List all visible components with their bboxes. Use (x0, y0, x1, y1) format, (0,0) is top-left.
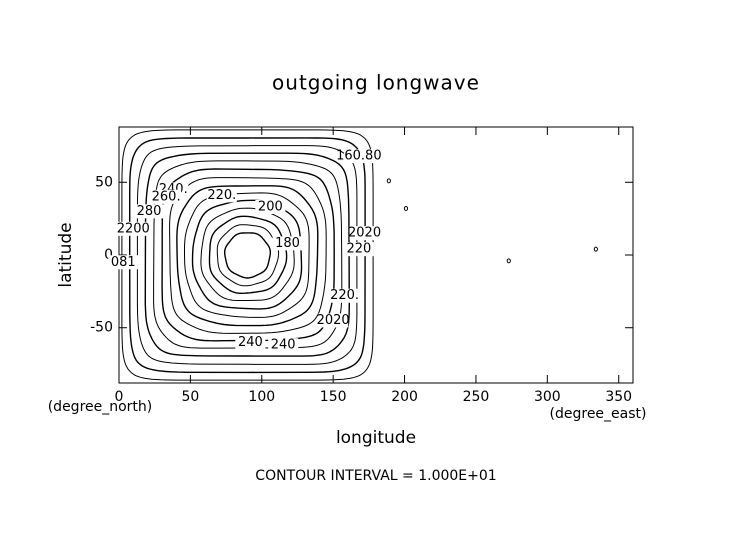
y-axis-label: latitude (56, 222, 76, 287)
contour-label: 220 (346, 242, 371, 257)
contour-label-bg (206, 188, 237, 203)
x-axis-label: longitude (336, 428, 416, 448)
contour-line (129, 137, 366, 374)
small-contour (386, 178, 391, 184)
x-tick-label: 300 (534, 389, 561, 405)
contour-line (208, 215, 288, 294)
contour-label-bg (343, 242, 374, 257)
contour-line (176, 185, 319, 327)
contour-label-bg (349, 226, 380, 241)
contour-label: 2200 (117, 221, 150, 236)
contour-label-bg (151, 189, 182, 204)
contour-label-bg (255, 200, 286, 214)
contour-label: 240 (271, 338, 296, 353)
y-tick-label: 0 (104, 247, 113, 263)
contour-label: 260. (152, 189, 181, 204)
chart-title: outgoing longwave (272, 71, 480, 95)
contour-label: 180 (275, 236, 300, 251)
contour-line (224, 232, 271, 279)
contour-line (144, 152, 351, 357)
small-contour (593, 246, 598, 252)
contour-line (161, 168, 335, 342)
contour-label: 2020 (348, 226, 381, 241)
small-contour (403, 205, 409, 211)
contour-label: 200 (258, 200, 283, 215)
y-tick-label: 50 (95, 174, 113, 190)
contour-label-bg (343, 149, 374, 164)
contour-label-bg (118, 221, 149, 236)
contour-label: 240 (238, 335, 263, 350)
contour-line (136, 145, 358, 365)
y-unit: (degree_north) (48, 399, 153, 415)
contour-line (153, 160, 343, 349)
x-unit: (degree_east) (550, 406, 647, 422)
x-tick-label: 350 (605, 389, 632, 405)
x-tick-label: 200 (391, 389, 418, 405)
contour-label-bg (318, 313, 349, 328)
contour-line (169, 177, 327, 334)
contour-label-bg (329, 288, 360, 303)
x-tick-label: 250 (463, 389, 490, 405)
contour-label: 220. (330, 288, 359, 303)
footer: CONTOUR INTERVAL = 1.000E+01 (255, 468, 496, 484)
contour-line (121, 129, 374, 381)
x-tick-label: 100 (248, 389, 275, 405)
contour-label-bg (268, 338, 299, 353)
x-tick-label: 0 (115, 389, 124, 405)
contour-label: 160.80 (336, 149, 382, 164)
y-tick-label: -50 (90, 320, 113, 336)
contour-line (216, 224, 280, 287)
small-contour (506, 258, 511, 264)
contour-label-bg (108, 255, 139, 270)
x-tick-label: 50 (181, 389, 199, 405)
contour-label-bg (133, 204, 164, 219)
x-tick-label: 150 (320, 389, 347, 405)
contour-label-bg (272, 236, 303, 251)
contour-line (200, 207, 295, 301)
contour-line (184, 192, 310, 318)
contour-label: 081 (111, 255, 136, 270)
contour-label-bg (235, 335, 266, 350)
contour-label: 220. (207, 188, 236, 203)
contour-label: 2020 (317, 313, 350, 328)
contour-label: 280 (137, 204, 162, 219)
